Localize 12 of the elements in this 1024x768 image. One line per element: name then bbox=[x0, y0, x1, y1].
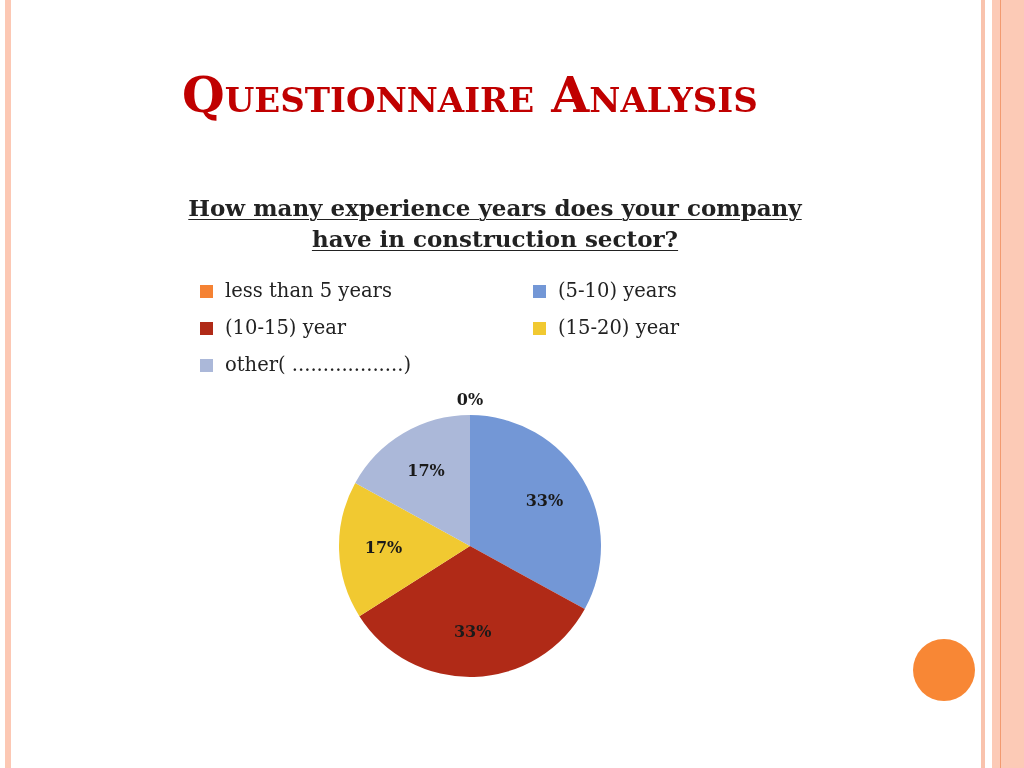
data-label: 33% bbox=[525, 491, 564, 511]
data-label: 33% bbox=[453, 621, 492, 641]
text: 0% bbox=[456, 390, 484, 410]
legend-label: (10-15) year bbox=[225, 316, 347, 340]
legend-label: (15-20) year bbox=[558, 316, 680, 340]
legend-label: (5-10) years bbox=[558, 279, 677, 303]
data-label: 17% bbox=[364, 537, 403, 557]
legend-label: other( ..................) bbox=[225, 353, 411, 377]
chart-subtitle: How many experience years does your company have in construction sector? bbox=[187, 193, 804, 254]
chart-title: Questionnaire Analysis bbox=[182, 66, 758, 124]
data-label: 17% bbox=[407, 460, 445, 480]
legend-label: less than 5 years bbox=[225, 279, 392, 303]
